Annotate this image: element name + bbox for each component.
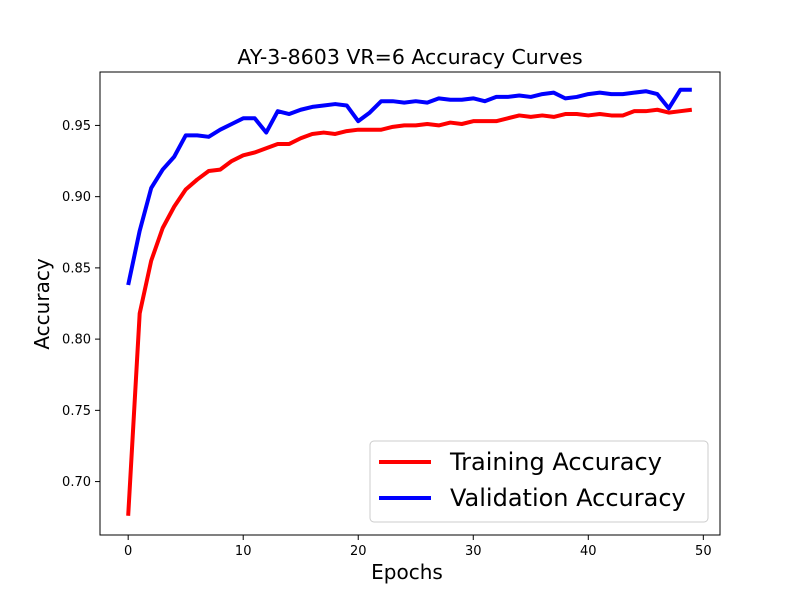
x-tick-label: 40 (580, 544, 597, 559)
legend-label: Training Accuracy (449, 448, 662, 476)
y-tick-label: 0.70 (62, 475, 91, 490)
legend-label: Validation Accuracy (450, 484, 686, 512)
chart-title: AY-3-8603 VR=6 Accuracy Curves (237, 45, 582, 69)
x-tick-label: 50 (695, 544, 712, 559)
x-tick-label: 10 (235, 544, 252, 559)
y-tick-label: 0.90 (62, 190, 91, 205)
x-axis-label: Epochs (371, 560, 443, 584)
y-tick-label: 0.80 (62, 333, 91, 348)
x-tick-label: 0 (124, 544, 132, 559)
y-tick-label: 0.75 (62, 404, 91, 419)
y-tick-label: 0.85 (62, 261, 91, 276)
legend: Training Accuracy Validation Accuracy (370, 441, 708, 522)
y-axis-label: Accuracy (30, 258, 54, 349)
y-tick-label: 0.95 (62, 119, 91, 134)
x-tick-label: 30 (465, 544, 482, 559)
x-tick-label: 20 (350, 544, 367, 559)
